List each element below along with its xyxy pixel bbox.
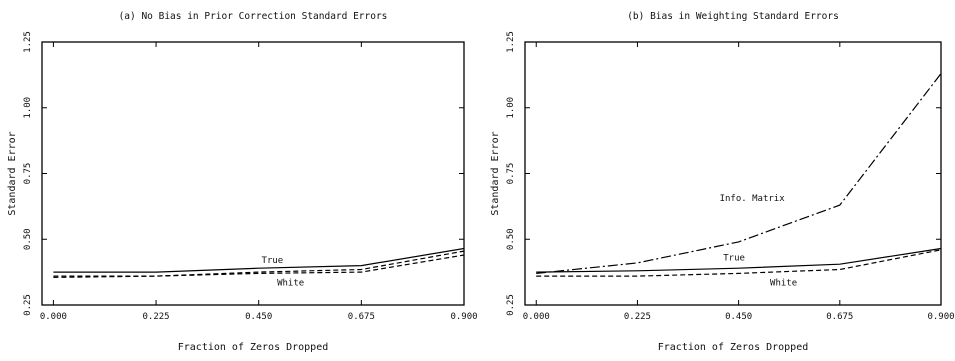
series-line-white [536,249,942,277]
x-tick-label: 0.675 [826,312,853,322]
x-tick-label: 0.450 [725,312,752,322]
y-tick-label: 0.75 [506,163,516,185]
series-line-true [536,247,942,273]
y-tick-label: 1.00 [506,97,516,119]
series-annotation: White [770,278,797,288]
x-axis-label: Fraction of Zeros Dropped [658,342,809,353]
series-annotation: True [262,256,284,266]
x-tick-label: 0.000 [523,312,550,322]
x-tick-label: 0.225 [143,312,170,322]
y-axis-label: Standard Error [7,131,18,215]
series-annotation: Info. Matrix [720,194,786,204]
chart-title: (a) No Bias in Prior Correction Standard… [119,11,388,22]
x-tick-label: 0.000 [40,312,67,322]
y-tick-label: 1.00 [23,97,33,119]
x-tick-label: 0.225 [624,312,651,322]
y-tick-label: 0.25 [506,294,516,316]
chart-title: (b) Bias in Weighting Standard Errors [627,11,839,22]
y-tick-label: 1.25 [23,31,33,53]
y-tick-label: 0.50 [506,228,516,250]
y-axis-label: Standard Error [490,131,501,215]
plot-frame [524,41,942,306]
y-tick-label: 0.25 [23,294,33,316]
x-tick-label: 0.675 [348,312,375,322]
y-tick-label: 0.75 [23,163,33,185]
series-line-info-matrix [536,73,942,274]
x-tick-label: 0.900 [927,312,954,322]
x-tick-label: 0.450 [245,312,272,322]
x-tick-label: 0.900 [450,312,477,322]
chart-panel-a: (a) No Bias in Prior Correction Standard… [7,11,478,353]
chart-panel-b: (b) Bias in Weighting Standard Errors 0.0… [490,11,955,353]
series-line-unlabeled [53,254,465,278]
y-tick-label: 1.25 [506,31,516,53]
series-line-true [53,247,465,273]
y-tick-label: 0.50 [23,228,33,250]
series-annotation: White [277,278,304,288]
series-annotation: True [723,253,745,263]
x-axis-label: Fraction of Zeros Dropped [178,342,329,353]
